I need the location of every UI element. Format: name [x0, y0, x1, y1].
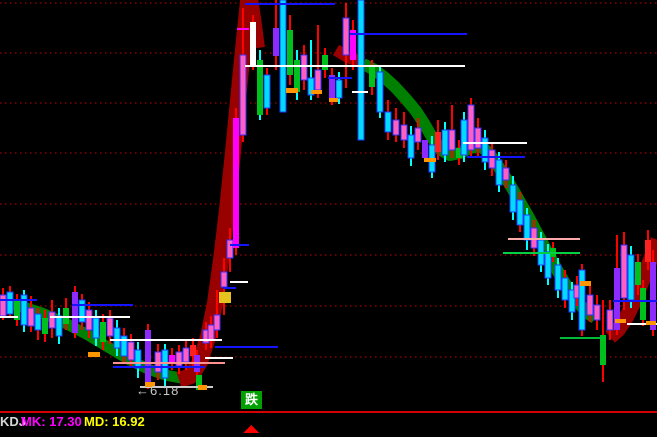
fall-badge: 跌	[241, 391, 262, 409]
indicator-mk-value: MK: 17.30	[21, 414, 82, 429]
indicator-title: KDJ	[0, 414, 27, 429]
price-low-annotation: ←6.18	[136, 383, 180, 398]
indicator-md-value: MD: 16.92	[84, 414, 145, 429]
